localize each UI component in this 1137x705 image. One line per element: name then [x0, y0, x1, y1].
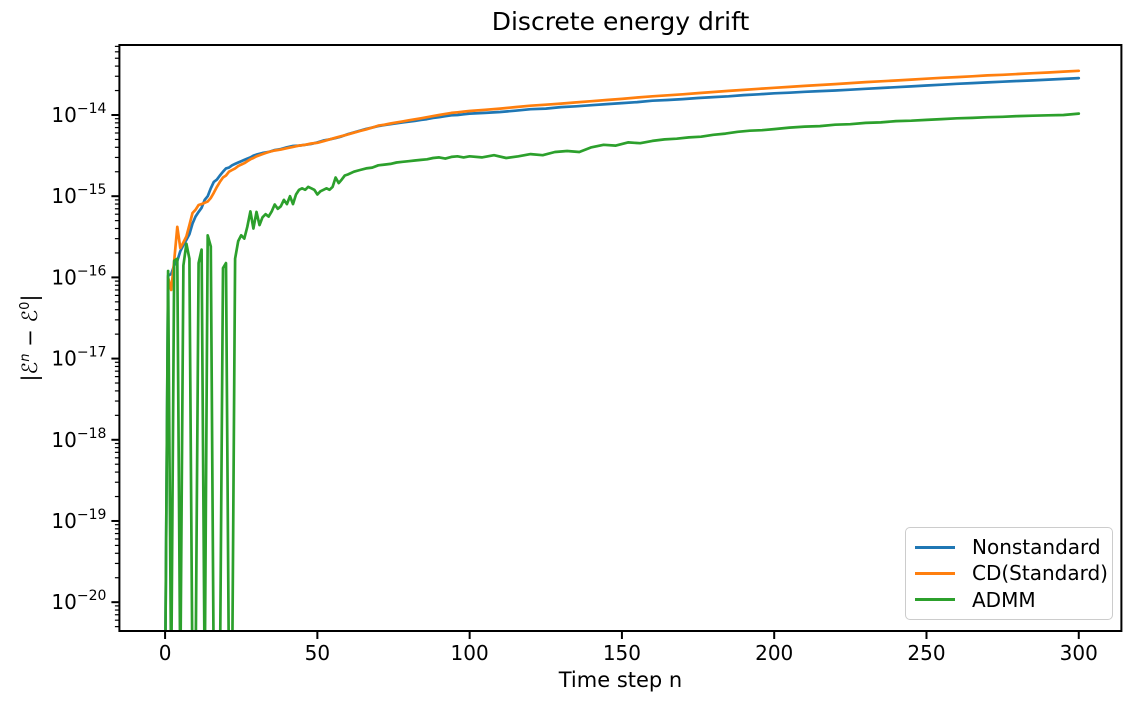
- y-tick-label: 10−14: [51, 101, 106, 127]
- y-tick-label: 10−17: [51, 345, 106, 371]
- y-axis-label-sup-n: n: [18, 353, 33, 362]
- y-axis-label-close: |: [18, 294, 42, 302]
- y-axis-label: |ℰn − ℰ0|: [18, 294, 42, 381]
- x-tick-label: 0: [159, 641, 172, 665]
- y-tick-label: 10−15: [51, 182, 106, 208]
- series-line-admm: [164, 112, 1081, 631]
- y-axis-label-mid: − ℰ: [18, 309, 42, 354]
- x-tick-label: 200: [755, 641, 793, 665]
- y-tick-label: 10−20: [51, 588, 106, 614]
- legend-swatch-cd-standard: [915, 571, 955, 575]
- y-tick-label: 10−18: [51, 426, 106, 452]
- y-axis-label-open: |ℰ: [18, 361, 42, 382]
- x-tick-label: 150: [603, 641, 641, 665]
- legend: Nonstandard CD(Standard) ADMM: [905, 527, 1113, 620]
- legend-label-cd-standard: CD(Standard): [972, 561, 1108, 586]
- y-tick-label: 10−19: [51, 507, 106, 533]
- legend-item-admm: ADMM: [915, 588, 1102, 612]
- y-axis-label-sup-0: 0: [18, 301, 33, 310]
- x-tick-label: 100: [451, 641, 489, 665]
- legend-label-admm: ADMM: [972, 587, 1036, 612]
- plot-border: [118, 44, 1123, 632]
- x-tick-label: 300: [1060, 641, 1098, 665]
- x-tick-label: 250: [907, 641, 945, 665]
- y-tick-label: 10−16: [51, 263, 106, 289]
- chart-title: Discrete energy drift: [491, 7, 750, 36]
- legend-swatch-nonstandard: [915, 545, 955, 549]
- series-line-cd-standard-: [166, 69, 1081, 292]
- legend-label-nonstandard: Nonstandard: [972, 535, 1101, 560]
- legend-item-nonstandard: Nonstandard: [915, 535, 1102, 559]
- legend-swatch-admm: [915, 598, 955, 602]
- x-tick-label: 50: [305, 641, 330, 665]
- x-axis-label: Time step n: [558, 668, 683, 692]
- legend-item-cd-standard: CD(Standard): [915, 561, 1108, 585]
